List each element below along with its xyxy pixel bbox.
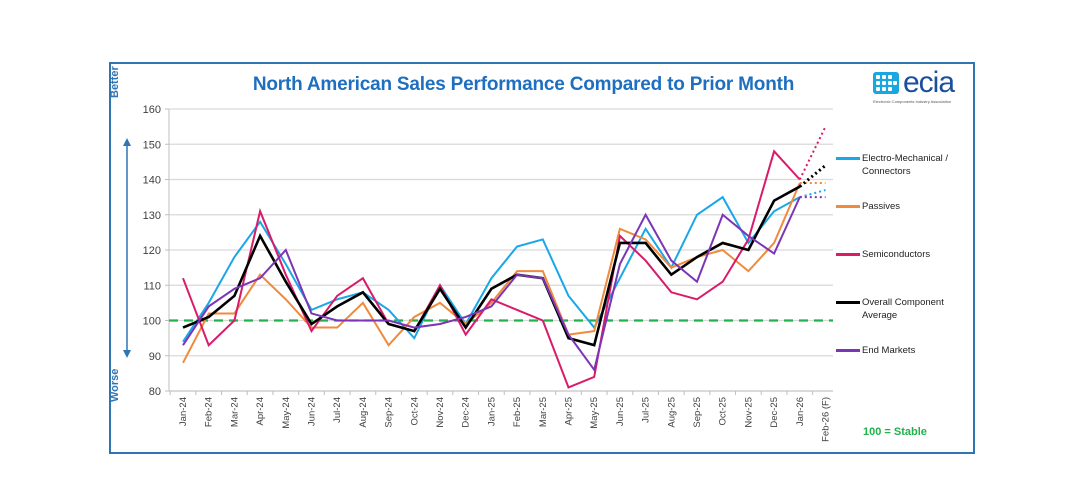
x-tick-label: Nov-24 (435, 397, 446, 428)
y-tick-label: 90 (149, 351, 161, 363)
x-tick-label: Feb-25 (512, 397, 523, 427)
legend-swatch (836, 157, 860, 160)
x-tick-label: Jan-24 (178, 397, 189, 426)
chart-title: North American Sales Performance Compare… (252, 74, 795, 95)
logo-text: ecia (903, 66, 955, 99)
y-tick-label: 140 (143, 175, 161, 187)
x-tick-label: Feb-26 (F) (821, 397, 832, 442)
legend-item-overall: Overall Component Average (836, 296, 967, 322)
forecast-line-overall-component-average (798, 164, 827, 188)
y-tick-label: 130 (143, 210, 161, 222)
x-tick-label: May-24 (281, 397, 292, 429)
legend-swatch (836, 301, 860, 304)
x-tick-label: Mar-25 (538, 397, 549, 427)
x-tick-label: Jan-25 (486, 397, 497, 426)
legend-label: Semiconductors (862, 249, 931, 260)
x-tick-label: Dec-24 (461, 397, 472, 428)
x-tick-label: Oct-25 (718, 397, 729, 426)
legend-label: Overall Component Average (862, 297, 944, 321)
series-line-overall-component-average (182, 185, 801, 347)
legend-label: Electro-Mechanical / Connectors (862, 153, 949, 177)
y-tick-label: 100 (143, 316, 161, 328)
y-tick-label: 160 (143, 104, 161, 116)
x-tick-label: Oct-24 (409, 397, 420, 426)
forecast-line-electro-mechanical-connectors (799, 189, 826, 199)
forecast-line-semiconductors (798, 126, 827, 180)
x-tick-label: Jul-25 (641, 397, 652, 423)
x-tick-label: Aug-25 (666, 397, 677, 428)
logo-grid-icon (873, 72, 899, 94)
x-tick-label: Aug-24 (358, 397, 369, 428)
legend-swatch (836, 253, 860, 256)
y-tick-label: 80 (149, 386, 161, 398)
legend-item-end-markets: End Markets (836, 344, 967, 357)
legend-swatch (836, 349, 860, 352)
logo-subtitle: Electronic Components Industry Associati… (873, 99, 952, 104)
legend-swatch (836, 205, 860, 208)
x-tick-label: Jun-25 (615, 397, 626, 426)
x-tick-label: Mar-24 (229, 397, 240, 427)
arrow-up-icon (123, 138, 131, 146)
x-tick-label: May-25 (589, 397, 600, 429)
series-line-passives (182, 182, 801, 364)
series-line-semiconductors (182, 149, 801, 389)
y-tick-label: 110 (143, 280, 161, 292)
line-chart: 80 90 100 110 120 130 140 150 160 Jan-24 Feb-24 Mar… (123, 104, 833, 442)
x-tick-label: Apr-25 (564, 397, 575, 426)
legend: Electro-Mechanical / Connectors Passives… (836, 64, 976, 454)
series-line-electro-mechanical-connectors (182, 195, 801, 343)
x-tick-label: Jan-26 (795, 397, 806, 426)
legend-label: End Markets (862, 345, 916, 356)
series-line-end-markets (182, 196, 801, 373)
arrow-down-icon (123, 350, 131, 358)
x-tick-label: Sep-24 (384, 397, 395, 428)
x-tick-label: Jul-24 (332, 397, 343, 423)
y-tick-label: 120 (143, 245, 161, 257)
x-tick-label: Dec-25 (769, 397, 780, 428)
legend-item-semiconductors: Semiconductors (836, 248, 967, 261)
x-tick-label: Feb-24 (204, 397, 215, 427)
legend-label: Passives (862, 201, 901, 212)
legend-item-passives: Passives (836, 200, 967, 213)
x-tick-label: Nov-25 (743, 397, 754, 428)
stable-note: 100 = Stable (863, 426, 927, 438)
chart-frame: North American Sales Performance Compare… (109, 62, 975, 454)
x-tick-label: Jun-24 (307, 397, 318, 426)
x-tick-label: Sep-25 (692, 397, 703, 428)
x-tick-label: Apr-24 (255, 397, 266, 426)
legend-item-electro-mechanical: Electro-Mechanical / Connectors (836, 152, 967, 178)
ecia-logo: ecia Electronic Components Industry Asso… (871, 66, 971, 106)
y-tick-label: 150 (143, 139, 161, 151)
